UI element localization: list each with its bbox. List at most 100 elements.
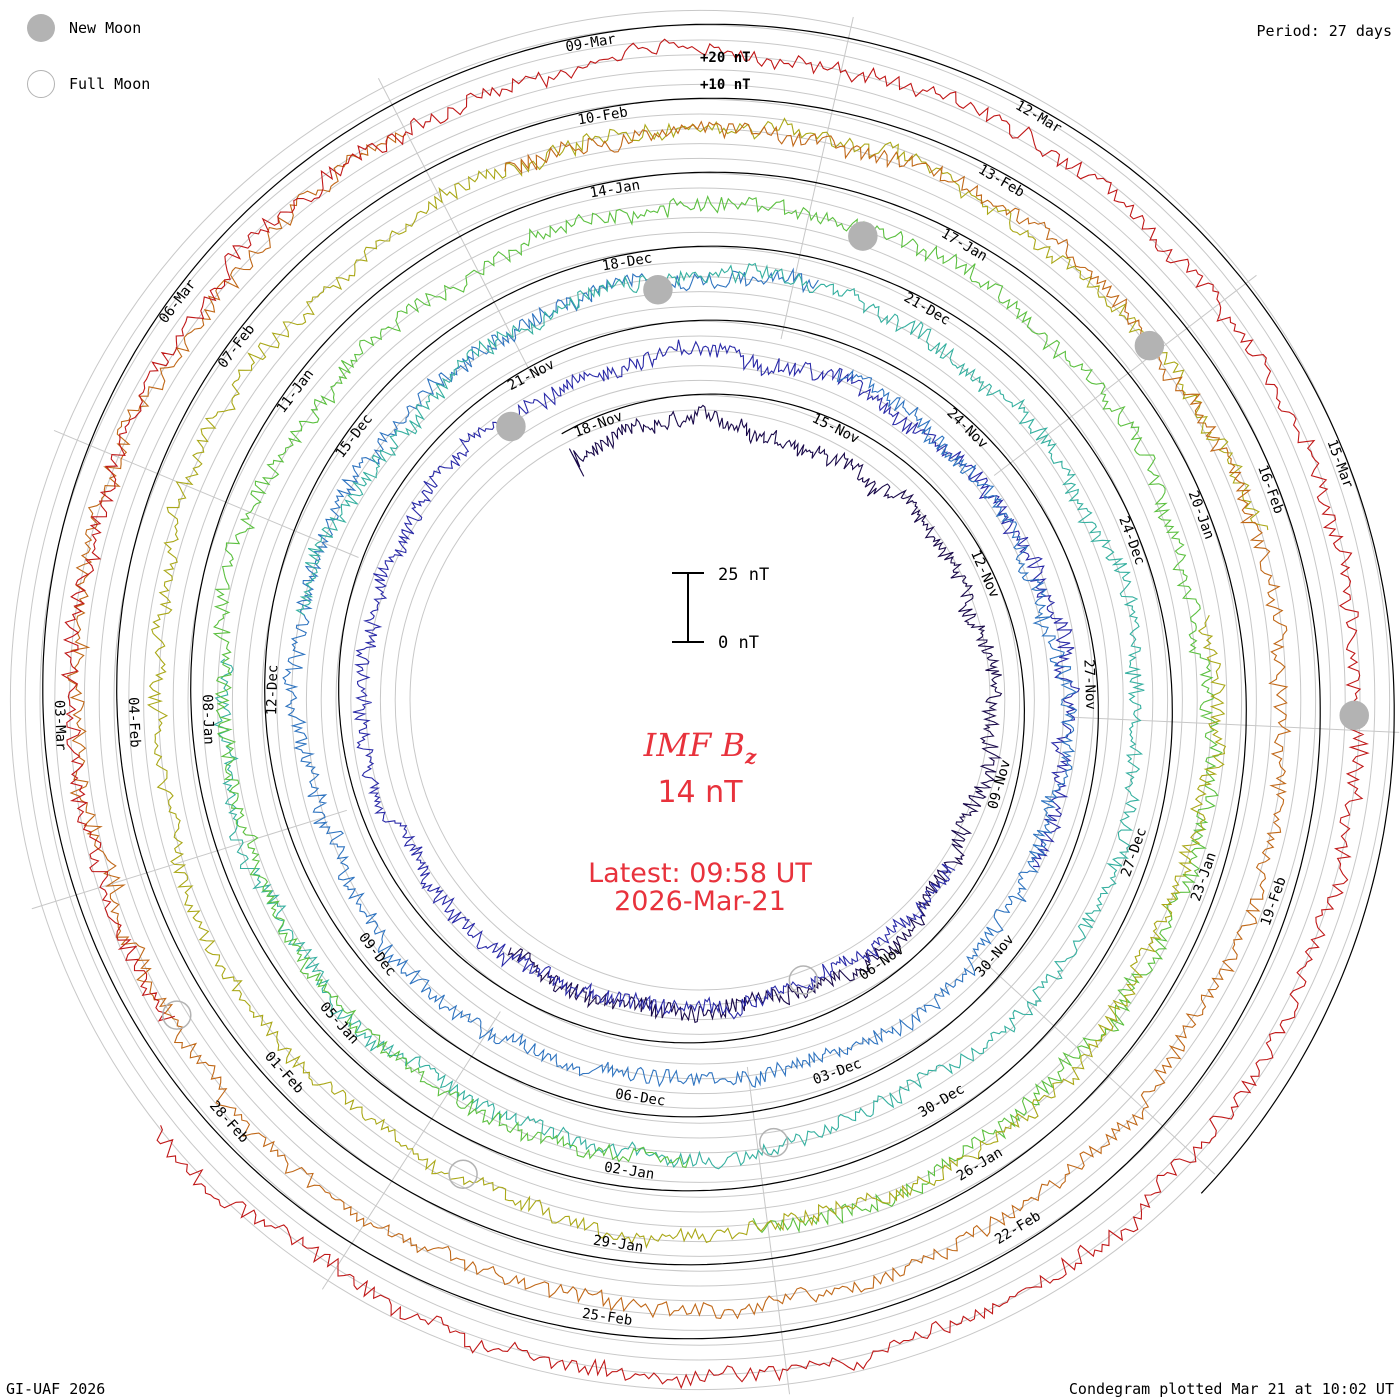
- credit-label: GI-UAF 2026: [6, 1380, 106, 1398]
- grid-ring: [276, 276, 1124, 1124]
- radial-spoke: [780, 16, 854, 340]
- date-label: 10-Feb: [576, 104, 629, 128]
- radial-spoke: [971, 950, 1216, 1175]
- radial-spoke: [31, 809, 347, 910]
- bz-series-line: [282, 267, 1078, 1088]
- full-moon-marker: [162, 1000, 192, 1030]
- grid-ring: [98, 98, 1302, 1302]
- scale-bar-bottom-label: 0 nT: [718, 633, 759, 653]
- legend-full-moon-label: Full Moon: [69, 75, 151, 93]
- date-label: 06-Dec: [614, 1086, 666, 1109]
- date-label: 14-Jan: [589, 177, 642, 201]
- date-label: 12-Mar: [1013, 98, 1065, 137]
- full-moon-marker: [788, 965, 819, 995]
- grid-ring: [172, 172, 1228, 1228]
- current-value: 14 nT: [657, 775, 743, 810]
- radial-spoke: [993, 274, 1257, 476]
- grid-ring: [187, 187, 1213, 1213]
- date-label: 30-Dec: [916, 1081, 968, 1121]
- chart-title-main: IMF B: [643, 726, 745, 764]
- moon-markers: [162, 221, 1369, 1189]
- date-label: 28-Feb: [206, 1098, 252, 1146]
- ring-scale-label-10: +10 nT: [700, 77, 751, 93]
- ring-scale-label-20: +20 nT: [700, 50, 751, 66]
- bz-series-line: [212, 194, 1223, 1234]
- grid-ring: [83, 83, 1317, 1317]
- date-label: 06-Nov: [856, 942, 907, 984]
- grid-ring: [379, 379, 1021, 1021]
- date-label: 24-Nov: [943, 405, 990, 452]
- plotted-label: Condegram plotted Mar 21 at 10:02 UT: [1068, 1380, 1394, 1398]
- date-label: 18-Nov: [572, 408, 625, 441]
- grid-ring: [305, 305, 1095, 1095]
- grid-ring: [54, 54, 1346, 1346]
- grid-ring: [350, 350, 1050, 1050]
- bz-series-line: [352, 339, 1081, 1020]
- legend-new-moon-label: New Moon: [69, 19, 142, 37]
- date-label: 29-Jan: [592, 1233, 644, 1256]
- grid-ring: [69, 69, 1331, 1331]
- full-moon-icon: [27, 70, 55, 98]
- date-label: 13-Feb: [975, 162, 1027, 201]
- radial-spoke: [746, 1066, 791, 1395]
- legend-new-moon: New Moon: [27, 14, 141, 42]
- grid-ring: [128, 128, 1272, 1272]
- new-moon-marker: [643, 274, 673, 305]
- date-label: 16-Feb: [1254, 463, 1287, 516]
- radial-spoke: [1069, 716, 1400, 733]
- date-label: 03-Dec: [811, 1056, 864, 1089]
- date-label: 25-Feb: [581, 1306, 633, 1329]
- spiral-baseline: [42, 23, 1395, 1340]
- period-label: Period: 27 days: [1256, 22, 1392, 40]
- grid-ring: [291, 291, 1109, 1109]
- date-label: 27-Nov: [1080, 659, 1098, 710]
- date-label: 08-Jan: [199, 694, 217, 745]
- scale-bar-top-label: 25 nT: [718, 565, 769, 585]
- date-label: 22-Feb: [992, 1208, 1044, 1248]
- date-label: 02-Jan: [603, 1159, 655, 1182]
- full-moon-marker: [758, 1127, 789, 1158]
- chart-title: IMF Bz: [0, 726, 1400, 768]
- bz-series-line: [147, 117, 1269, 1249]
- bz-series-line: [67, 120, 1292, 1320]
- date-label: 03-Mar: [51, 700, 69, 751]
- date-label: 21-Dec: [901, 290, 953, 329]
- grid-ring: [409, 409, 991, 991]
- new-moon-marker: [848, 221, 878, 251]
- legend-full-moon: Full Moon: [27, 70, 150, 98]
- date-label: 18-Dec: [601, 250, 654, 274]
- grid-ring: [365, 365, 1035, 1035]
- date-label: 04-Feb: [125, 697, 143, 748]
- new-moon-marker: [496, 411, 526, 442]
- grid-ring: [9, 9, 1391, 1391]
- grid-ring: [261, 261, 1139, 1139]
- date-label: 12-Nov: [967, 548, 1002, 601]
- grid-ring: [24, 24, 1376, 1376]
- bz-series-line: [60, 38, 1370, 1390]
- scale-bar: 25 nT 0 nT: [672, 565, 769, 653]
- date-label: 20-Jan: [1185, 489, 1218, 542]
- grid-ring: [231, 231, 1169, 1169]
- bz-series-line: [212, 262, 1145, 1170]
- date-label: 15-Nov: [809, 410, 861, 447]
- date-label: 09-Mar: [564, 31, 617, 55]
- grid-ring: [39, 39, 1361, 1361]
- spiral-baseline-path: [42, 23, 1395, 1340]
- bz-traces: [60, 38, 1370, 1390]
- grid-ring: [246, 246, 1154, 1154]
- latest-time: Latest: 09:58 UT: [588, 858, 812, 889]
- new-moon-icon: [27, 14, 55, 42]
- grid-ring: [335, 335, 1065, 1065]
- chart-title-sub: z: [744, 744, 757, 769]
- new-moon-marker: [1339, 700, 1369, 731]
- bz-series-line: [507, 404, 1003, 1024]
- date-label: 17-Jan: [938, 226, 990, 265]
- date-label: 12-Dec: [264, 665, 281, 716]
- new-moon-marker: [1134, 330, 1165, 361]
- radial-spokes: [31, 16, 1400, 1395]
- date-labels: 18-Nov 15-Nov12-Nov09-Nov06-Nov21-Nov24-N…: [51, 31, 1356, 1329]
- grid-ring: [113, 113, 1287, 1287]
- date-label: 21-Nov: [505, 356, 557, 394]
- radial-spoke: [53, 429, 359, 558]
